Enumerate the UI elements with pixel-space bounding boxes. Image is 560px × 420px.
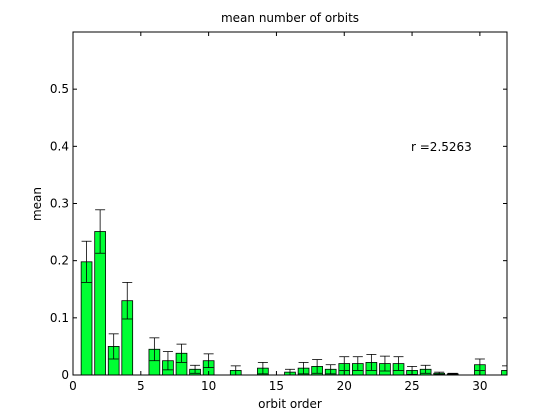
error-bar-20 bbox=[339, 356, 350, 371]
error-bar-8 bbox=[176, 343, 187, 363]
error-bar-3 bbox=[108, 333, 119, 360]
error-bar-1 bbox=[81, 240, 92, 283]
error-bar-27 bbox=[434, 371, 445, 375]
x-tick-label-5: 5 bbox=[137, 379, 145, 393]
x-tick-label-25: 25 bbox=[404, 379, 419, 393]
error-bar-17 bbox=[298, 362, 309, 375]
y-tick-label-0.2: 0.2 bbox=[50, 254, 69, 268]
x-tick-label-10: 10 bbox=[201, 379, 216, 393]
error-bar-28 bbox=[447, 372, 458, 375]
y-axis-label: mean bbox=[30, 187, 44, 221]
x-tick-label-20: 20 bbox=[337, 379, 352, 393]
annotation-r-value: r =2.5263 bbox=[411, 140, 472, 154]
x-tick-label-0: 0 bbox=[69, 379, 77, 393]
plot-area bbox=[73, 32, 507, 375]
y-tick-label-0.5: 0.5 bbox=[50, 82, 69, 96]
error-bar-16 bbox=[285, 368, 295, 375]
y-tick-label-0.4: 0.4 bbox=[50, 139, 69, 153]
error-bar-21 bbox=[352, 356, 363, 371]
error-bar-18 bbox=[312, 359, 323, 374]
error-bar-30 bbox=[474, 358, 485, 371]
error-bar-19 bbox=[325, 364, 336, 375]
x-axis-ticks: 0 5 10 15 20 25 30 bbox=[69, 32, 488, 393]
x-axis-label: orbit order bbox=[258, 397, 322, 411]
error-bar-14 bbox=[257, 362, 268, 375]
error-bar-23 bbox=[379, 355, 390, 372]
x-tick-label-30: 30 bbox=[472, 379, 487, 393]
error-bar-26 bbox=[420, 364, 431, 374]
y-tick-label-0: 0 bbox=[61, 368, 69, 382]
bar-32 bbox=[501, 370, 508, 376]
chart-title: mean number of orbits bbox=[221, 11, 359, 25]
error-bar-12 bbox=[230, 365, 241, 375]
y-axis-ticks: 0 0.1 0.2 0.3 0.4 0.5 bbox=[50, 82, 507, 382]
error-bar-6 bbox=[149, 337, 160, 362]
error-bars-layer bbox=[81, 209, 508, 375]
error-bar-22 bbox=[366, 354, 377, 371]
error-bar-7 bbox=[162, 351, 173, 371]
error-bar-24 bbox=[393, 356, 404, 371]
error-bar-10 bbox=[203, 353, 214, 368]
y-tick-label-0.3: 0.3 bbox=[50, 197, 69, 211]
error-bar-4 bbox=[122, 281, 133, 320]
y-tick-label-0.1: 0.1 bbox=[50, 311, 69, 325]
x-tick-label-15: 15 bbox=[269, 379, 284, 393]
error-bar-2 bbox=[95, 209, 106, 254]
error-bar-9 bbox=[190, 364, 201, 374]
